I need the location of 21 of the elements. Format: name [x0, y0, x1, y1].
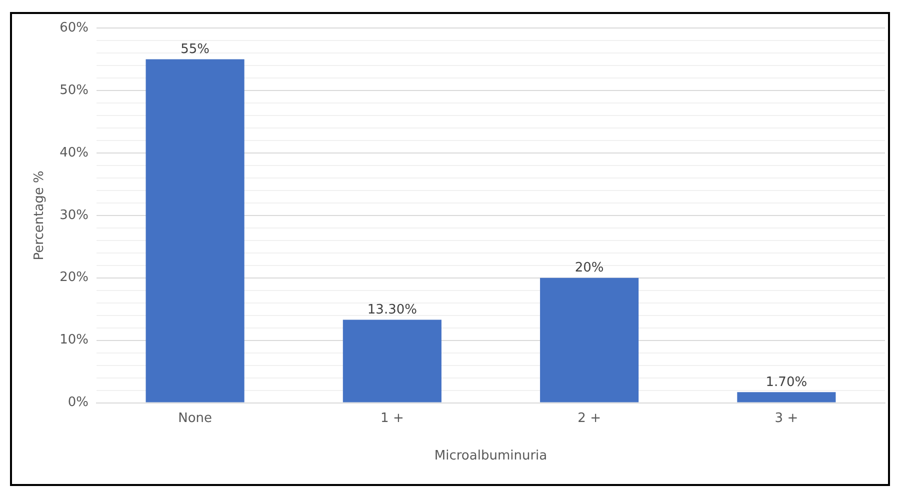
bar: [146, 59, 244, 402]
data-label: 20%: [574, 260, 604, 276]
y-tick-label: 50%: [60, 82, 88, 98]
y-tick-label: 0%: [68, 395, 88, 410]
x-tick-label: 1 +: [380, 410, 404, 426]
data-label: 1.70%: [766, 375, 808, 390]
x-axis-title: Microalbuminuria: [434, 448, 548, 464]
bar: [342, 320, 442, 402]
data-label: 13.30%: [367, 302, 417, 318]
x-tick-label: None: [178, 410, 212, 426]
y-tick-label: 20%: [60, 270, 88, 286]
y-axis-title: Percentage %: [32, 170, 48, 260]
bar: [737, 392, 836, 402]
data-label: 55%: [180, 42, 210, 58]
y-tick-label: 30%: [60, 208, 88, 223]
y-tick-label: 60%: [60, 20, 88, 36]
y-tick-label: 40%: [60, 145, 88, 160]
y-tick-label: 10%: [60, 332, 88, 348]
bar: [540, 278, 639, 402]
x-tick-label: 2 +: [578, 410, 601, 426]
x-tick-label: 3 +: [774, 410, 798, 426]
